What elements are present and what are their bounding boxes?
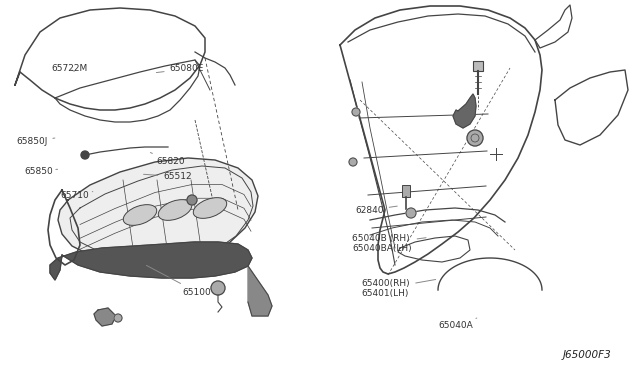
Circle shape <box>211 281 225 295</box>
Text: 65040B (RH)
65040BA(LH): 65040B (RH) 65040BA(LH) <box>352 234 426 253</box>
Text: 62840: 62840 <box>355 206 397 215</box>
Text: 65722M: 65722M <box>51 64 88 73</box>
Text: 65850: 65850 <box>24 167 58 176</box>
Polygon shape <box>50 242 252 280</box>
Ellipse shape <box>193 198 227 218</box>
Ellipse shape <box>124 205 157 225</box>
Polygon shape <box>453 94 476 128</box>
Polygon shape <box>248 266 272 316</box>
FancyBboxPatch shape <box>473 61 483 71</box>
Circle shape <box>81 151 89 159</box>
Circle shape <box>467 130 483 146</box>
Circle shape <box>187 195 197 205</box>
Text: 65850J: 65850J <box>16 137 55 146</box>
Ellipse shape <box>158 200 192 220</box>
Circle shape <box>406 208 416 218</box>
Text: J65000F3: J65000F3 <box>563 350 612 360</box>
Circle shape <box>114 314 122 322</box>
Polygon shape <box>58 158 258 265</box>
Polygon shape <box>94 308 116 326</box>
Text: 65512: 65512 <box>143 172 192 181</box>
Text: 65820: 65820 <box>150 153 186 166</box>
FancyBboxPatch shape <box>402 185 410 197</box>
Text: 65040A: 65040A <box>438 318 477 330</box>
Text: 65400(RH)
65401(LH): 65400(RH) 65401(LH) <box>362 279 436 298</box>
Text: 65100: 65100 <box>147 265 211 296</box>
Circle shape <box>352 108 360 116</box>
Text: 65710: 65710 <box>61 191 93 200</box>
Text: 65080E: 65080E <box>156 64 204 73</box>
Circle shape <box>349 158 357 166</box>
